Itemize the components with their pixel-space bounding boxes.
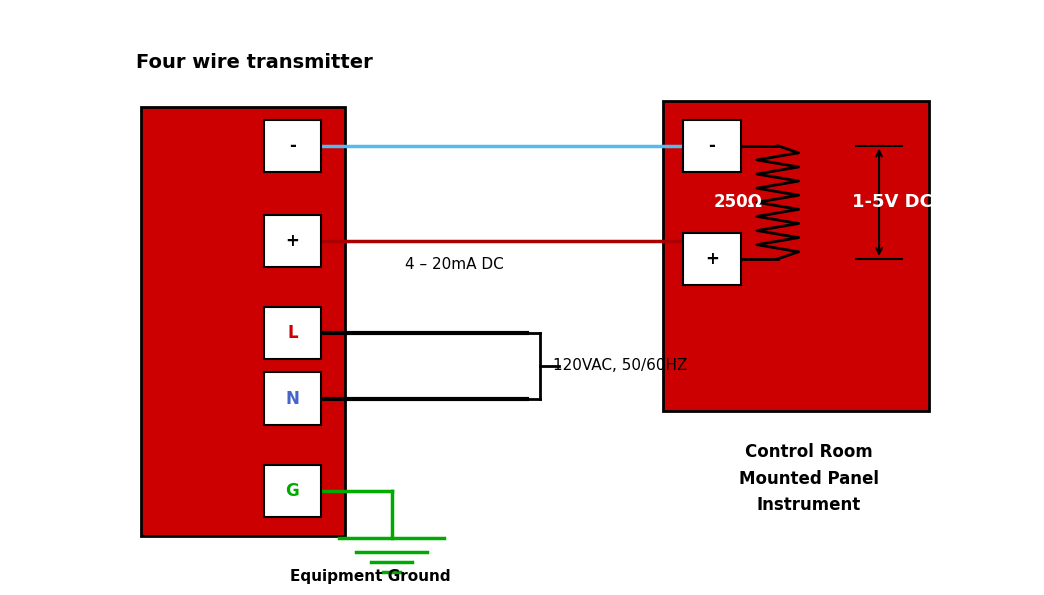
Text: -: - (289, 137, 295, 155)
Text: +: + (705, 250, 719, 268)
Bar (263, 215, 322, 267)
Text: N: N (285, 390, 300, 408)
Text: 4 – 20mA DC: 4 – 20mA DC (405, 257, 503, 273)
Bar (663, 101, 929, 411)
Text: L: L (287, 324, 298, 342)
Text: G: G (285, 482, 300, 500)
Bar (263, 465, 322, 517)
Bar (263, 120, 322, 172)
Text: Control Room
Mounted Panel
Instrument: Control Room Mounted Panel Instrument (739, 443, 879, 514)
Text: 250Ω: 250Ω (713, 193, 762, 211)
Text: -: - (709, 137, 715, 155)
Bar (141, 107, 345, 536)
Text: +: + (285, 232, 300, 250)
Bar (263, 372, 322, 425)
Text: Equipment Ground: Equipment Ground (290, 569, 451, 584)
Bar (263, 307, 322, 359)
Bar (684, 233, 741, 285)
Bar (684, 120, 741, 172)
Text: 1-5V DC: 1-5V DC (852, 193, 933, 211)
Text: 120VAC, 50/60HZ: 120VAC, 50/60HZ (553, 358, 688, 374)
Text: Four wire transmitter: Four wire transmitter (136, 53, 373, 72)
